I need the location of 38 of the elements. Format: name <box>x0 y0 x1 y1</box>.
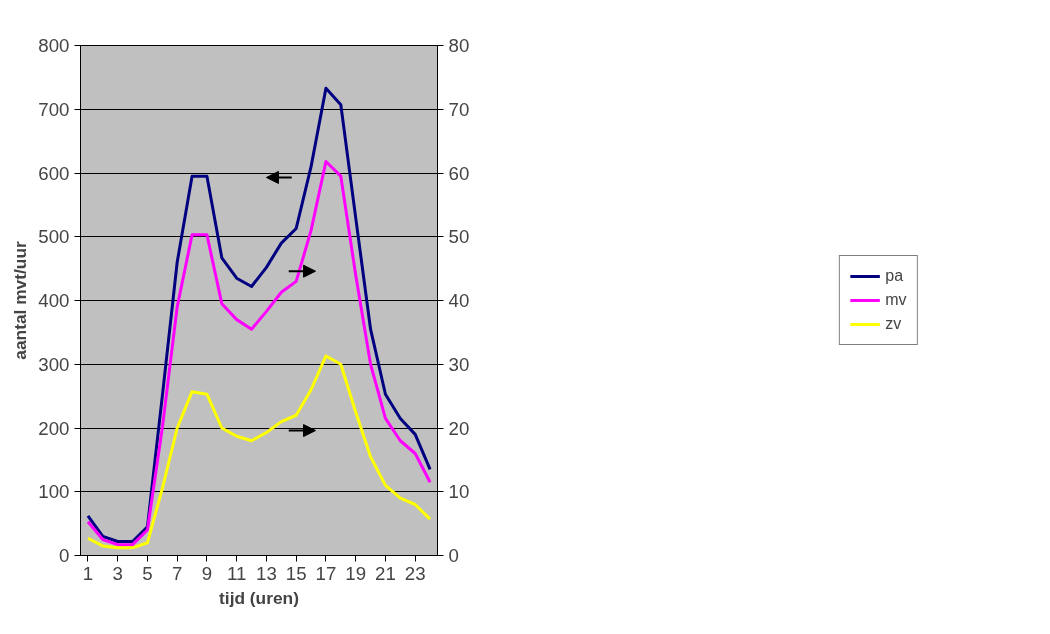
line-series <box>86 160 432 547</box>
y-tick-label: 200 <box>38 417 70 439</box>
legend-label: zv <box>885 315 903 333</box>
line-series <box>86 354 432 550</box>
x-tick-label: 19 <box>345 562 367 584</box>
y2-tick-label: 40 <box>448 290 470 311</box>
y-tick-label: 400 <box>38 290 70 311</box>
x-tick-label: 3 <box>112 562 123 584</box>
x-tick-label: 13 <box>256 562 277 584</box>
x-tick-label: 7 <box>172 562 183 584</box>
x-tick-label: 15 <box>285 562 307 584</box>
x-tick-label: 21 <box>375 562 396 584</box>
x-axis-title: tijd (uren) <box>219 587 299 608</box>
x-tick-label: 5 <box>142 562 153 584</box>
legend-label: pa <box>885 267 905 285</box>
y-tick-label: 600 <box>38 162 70 184</box>
y-tick-label: 100 <box>38 481 70 503</box>
y2-tick-label: 70 <box>448 98 470 120</box>
y-tick-label: 500 <box>38 226 70 248</box>
y2-tick-label: 50 <box>448 226 470 248</box>
y2-tick-label: 80 <box>448 35 470 56</box>
y-tick-label: 700 <box>38 98 70 120</box>
y2-tick-label: 10 <box>448 481 470 503</box>
y2-tick-label: 20 <box>448 417 470 439</box>
y2-tick-label: 0 <box>448 545 459 566</box>
y-tick-label: 800 <box>38 35 70 56</box>
legend-label: mv <box>885 291 907 309</box>
x-tick-label: 23 <box>404 562 426 584</box>
x-tick-label: 1 <box>82 562 94 584</box>
x-tick-label: 17 <box>315 562 337 584</box>
x-tick-label: 9 <box>201 562 213 584</box>
x-tick-label: 11 <box>227 562 247 584</box>
line-series <box>86 86 432 543</box>
y2-tick-label: 60 <box>448 162 470 184</box>
y2-tick-label: 30 <box>448 353 470 375</box>
y-tick-label: 0 <box>59 545 70 566</box>
y-tick-label: 300 <box>38 353 70 375</box>
y-axis-title: aantal mvt/uur <box>10 241 31 360</box>
